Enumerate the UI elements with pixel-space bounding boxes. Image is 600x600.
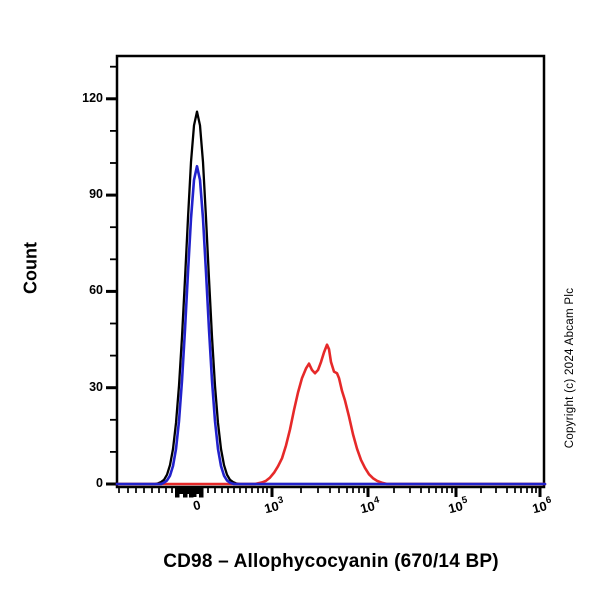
x-axis-title: CD98 – Allophycocyanin (670/14 BP) [163, 551, 499, 572]
y-tick-label: 30 [89, 379, 103, 394]
y-axis-title: Count [20, 242, 41, 294]
blue-curve [115, 164, 547, 486]
red-curve [115, 343, 547, 486]
y-tick-label: 90 [89, 187, 103, 202]
y-tick-label: 0 [96, 476, 103, 490]
y-tick-label: 120 [82, 90, 103, 105]
black-curve [115, 110, 547, 486]
y-tick-label: 60 [89, 283, 103, 298]
copyright-text: Copyright (c) 2024 Abcam Plc [564, 287, 576, 449]
